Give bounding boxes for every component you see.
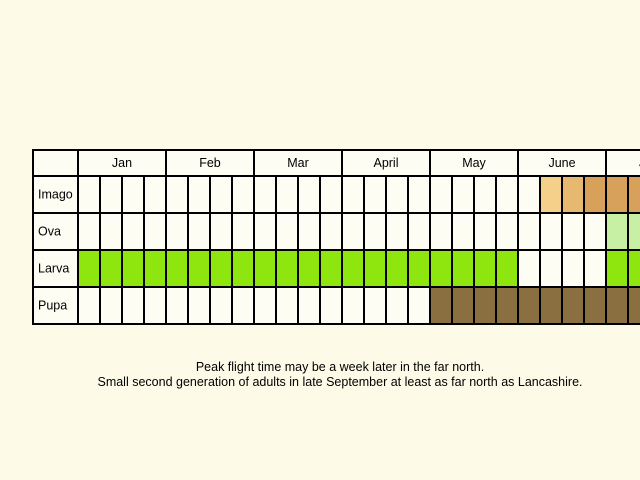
month-label-feb: Feb [199,156,221,170]
stage-label-pupa: Pupa [38,299,67,313]
table-border [32,149,640,325]
stage-label-ova: Ova [38,225,61,239]
month-label-may: May [462,156,486,170]
stage-label-imago: Imago [38,188,73,202]
month-label-jan: Jan [112,156,132,170]
band-larva-1 [606,250,640,287]
band-imago-1 [562,176,584,213]
band-imago-2 [584,176,640,213]
stage-label-larva: Larva [38,262,69,276]
month-label-july: July [639,156,640,170]
note-peak-flight: Peak flight time may be a week later in … [195,360,485,374]
note-second-generation: Small second generation of adults in lat… [97,375,583,389]
month-label-june: June [548,156,575,170]
month-label-mar: Mar [287,156,309,170]
band-imago-0 [540,176,562,213]
band-ova-0 [606,213,640,250]
month-label-april: April [373,156,398,170]
band-pupa-0 [430,287,640,324]
